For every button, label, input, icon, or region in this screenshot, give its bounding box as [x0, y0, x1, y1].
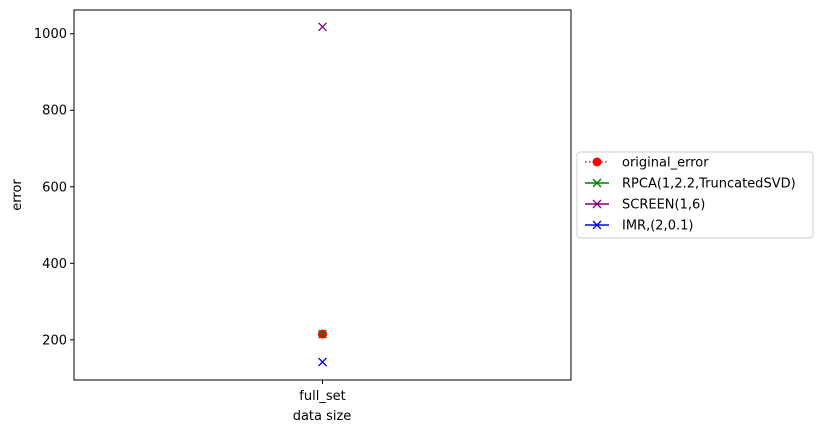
legend-label-1: RPCA(1,2.2,TruncatedSVD)	[622, 177, 796, 192]
data-point-2-0	[318, 22, 327, 32]
x-axis: full_set	[299, 380, 346, 404]
data-point-3-0	[318, 357, 327, 367]
x-tick-label: full_set	[299, 389, 345, 404]
x-axis-label: data size	[293, 409, 352, 424]
y-tick-label: 800	[42, 104, 67, 119]
legend-marker-3	[592, 220, 602, 230]
data-points	[318, 22, 327, 367]
legend-label-3: IMR,(2,0.1)	[622, 219, 693, 234]
legend-marker-0	[592, 157, 602, 167]
legend-label-0: original_error	[622, 156, 709, 171]
legend-frame	[576, 151, 814, 239]
y-tick-label: 1000	[34, 27, 67, 42]
legend-label-2: SCREEN(1,6)	[622, 198, 705, 213]
data-point-1-0	[318, 329, 327, 339]
plot-area	[73, 9, 572, 381]
y-tick-label: 200	[42, 333, 67, 348]
legend-marker-2	[592, 199, 602, 209]
y-axis: 200 400 600 800 1000	[34, 27, 74, 348]
legend: original_error RPCA(1,2.2,TruncatedSVD) SC…	[576, 151, 814, 239]
y-tick-label: 400	[42, 257, 67, 272]
legend-marker-1	[592, 178, 602, 188]
y-tick-label: 600	[42, 180, 67, 195]
y-axis-label: error	[10, 179, 25, 211]
